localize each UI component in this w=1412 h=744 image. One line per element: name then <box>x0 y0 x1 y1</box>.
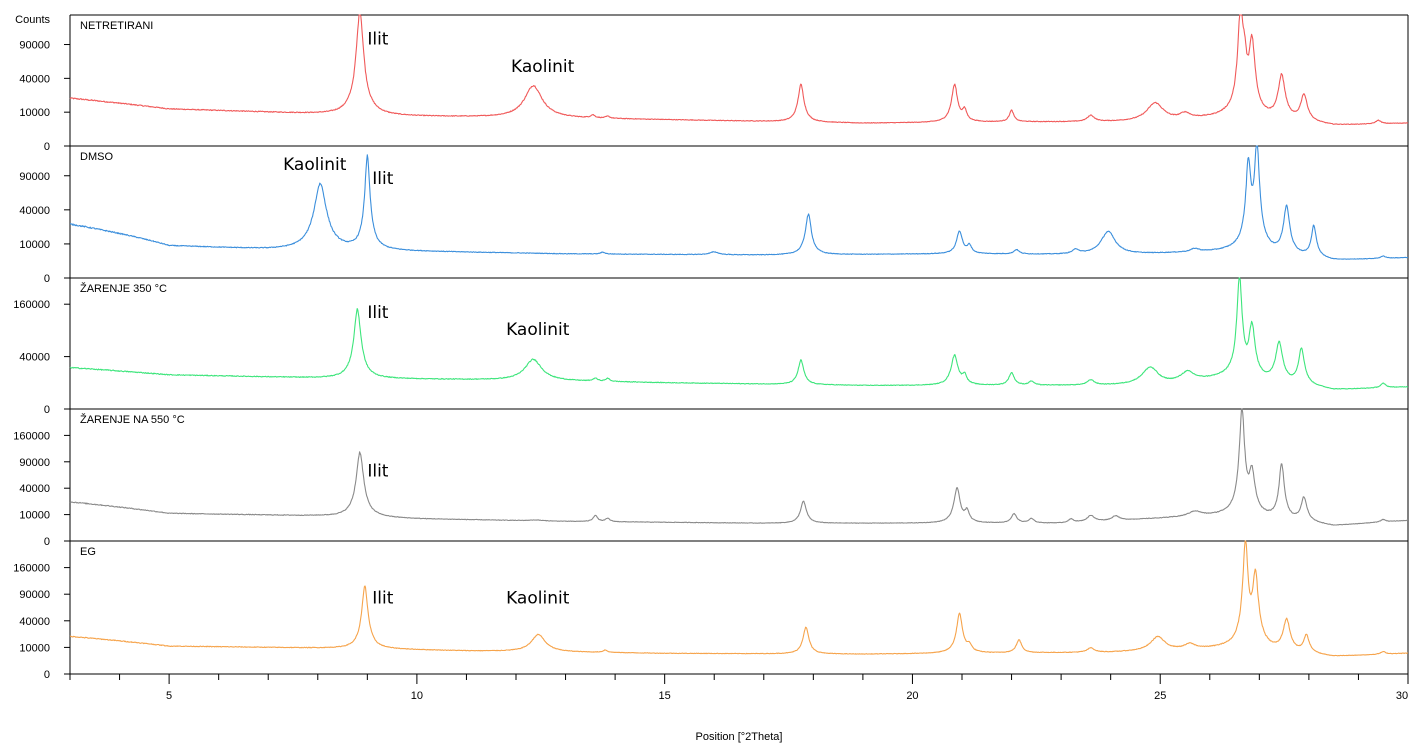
x-tick-label: 20 <box>906 690 918 702</box>
peak-annotation: Ilit <box>372 589 393 609</box>
y-tick-label: 90000 <box>19 171 50 183</box>
peak-annotation: Kaolinit <box>506 589 570 609</box>
x-tick-label: 5 <box>166 690 172 702</box>
x-tick-label: 15 <box>659 690 671 702</box>
panel-label: EG <box>80 546 96 558</box>
y-tick-label: 40000 <box>19 352 50 364</box>
y-tick-label: 10000 <box>19 239 50 251</box>
peak-annotation: Kaolinit <box>511 57 575 77</box>
series-line <box>69 540 1408 657</box>
peak-annotation: Ilit <box>372 169 393 189</box>
y-tick-label: 40000 <box>19 73 50 85</box>
y-tick-label: 90000 <box>19 457 50 469</box>
series-line <box>69 277 1409 390</box>
x-tick-label: 10 <box>411 690 423 702</box>
panel-label: ŽARENJE NA 550 °C <box>80 413 185 426</box>
panel-label: NETRETIRANI <box>80 20 153 32</box>
panel-label: ŽARENJE 350 °C <box>80 282 167 295</box>
series-line <box>69 14 1409 126</box>
y-tick-label: 0 <box>44 536 50 548</box>
peak-annotation: Ilit <box>367 30 388 50</box>
y-tick-label: 160000 <box>13 563 50 575</box>
y-tick-label: 10000 <box>19 642 50 654</box>
y-unit-label: Counts <box>15 14 50 26</box>
y-tick-label: 40000 <box>19 205 50 217</box>
y-tick-label: 160000 <box>13 299 50 311</box>
y-tick-label: 0 <box>44 273 50 285</box>
x-tick-label: 30 <box>1396 690 1408 702</box>
series-line <box>69 408 1409 526</box>
y-tick-label: 40000 <box>19 616 50 628</box>
y-tick-label: 160000 <box>13 430 50 442</box>
y-tick-label: 40000 <box>19 483 50 495</box>
y-tick-label: 90000 <box>19 40 50 52</box>
series-line <box>69 145 1409 260</box>
peak-annotation: Ilit <box>367 303 388 323</box>
peak-annotation: Kaolinit <box>283 155 347 175</box>
x-tick-label: 25 <box>1154 690 1166 702</box>
x-axis-title: Position [°2Theta] <box>696 731 783 743</box>
y-tick-label: 0 <box>44 669 50 681</box>
peak-annotation: Kaolinit <box>506 320 570 340</box>
y-tick-label: 90000 <box>19 589 50 601</box>
y-tick-label: 0 <box>44 404 50 416</box>
y-tick-label: 10000 <box>19 510 50 522</box>
y-tick-label: 10000 <box>19 107 50 119</box>
panel-label: DMSO <box>80 151 113 163</box>
y-tick-label: 0 <box>44 141 50 153</box>
peak-annotation: Ilit <box>367 461 388 481</box>
